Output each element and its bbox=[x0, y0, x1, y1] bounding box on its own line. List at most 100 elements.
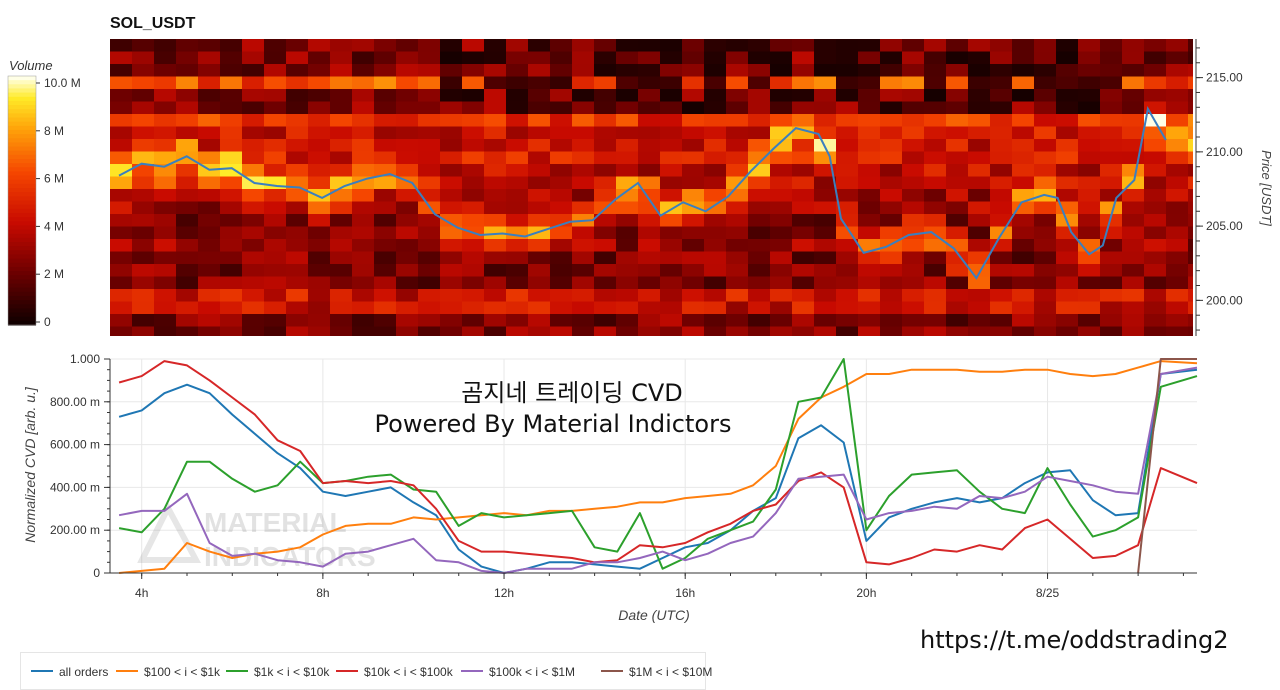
colorbar-step bbox=[8, 312, 36, 318]
heatmap-cell bbox=[198, 301, 220, 314]
heatmap-cell bbox=[902, 189, 924, 202]
heatmap-cell bbox=[242, 326, 264, 336]
heatmap-cell bbox=[352, 326, 374, 336]
heatmap-cell bbox=[594, 301, 616, 314]
heatmap-cell bbox=[704, 76, 726, 89]
heatmap-cell bbox=[1034, 39, 1056, 52]
heatmap-cell bbox=[484, 314, 506, 327]
heatmap-cell bbox=[550, 164, 572, 177]
colorbar-tick-label: 10.0 M bbox=[44, 76, 81, 90]
heatmap-cell bbox=[242, 101, 264, 114]
heatmap-cell bbox=[990, 251, 1012, 264]
heatmap-cell bbox=[484, 214, 506, 227]
heatmap-cell bbox=[264, 39, 286, 52]
heatmap-cell bbox=[946, 51, 968, 64]
heatmap-cell bbox=[374, 289, 396, 302]
telegram-link[interactable]: https://t.me/oddstrading2 bbox=[920, 626, 1229, 654]
heatmap-cell bbox=[1166, 151, 1188, 164]
heatmap-cell bbox=[616, 139, 638, 152]
colorbar-step bbox=[8, 117, 36, 123]
heatmap-cell bbox=[704, 51, 726, 64]
heatmap-cell bbox=[484, 139, 506, 152]
heatmap-cell bbox=[396, 89, 418, 102]
heatmap-cell bbox=[594, 139, 616, 152]
heatmap-cell bbox=[352, 51, 374, 64]
heatmap-cell bbox=[528, 301, 550, 314]
heatmap-cell bbox=[704, 151, 726, 164]
heatmap-cell bbox=[1012, 39, 1034, 52]
heatmap-cell bbox=[1034, 314, 1056, 327]
heatmap-cell bbox=[1100, 151, 1122, 164]
heatmap-cell bbox=[814, 276, 836, 289]
legend-item[interactable]: $10k < i < $100k bbox=[336, 665, 453, 679]
heatmap-cell bbox=[594, 226, 616, 239]
heatmap-cell bbox=[1056, 64, 1078, 77]
heatmap-cell bbox=[1166, 114, 1188, 127]
price-tick-label: 205.00 bbox=[1206, 219, 1243, 233]
colorbar-step bbox=[8, 262, 36, 268]
legend-label: all orders bbox=[59, 665, 109, 679]
heatmap-cell bbox=[660, 64, 682, 77]
legend-item[interactable]: all orders bbox=[31, 665, 108, 679]
heatmap-cell bbox=[726, 76, 748, 89]
colorbar-step bbox=[8, 175, 36, 181]
heatmap-cell bbox=[242, 164, 264, 177]
heatmap-cell bbox=[484, 76, 506, 89]
legend-item[interactable]: $100 < i < $1k bbox=[116, 665, 220, 679]
heatmap-cell bbox=[1100, 264, 1122, 277]
heatmap-cell bbox=[814, 239, 836, 252]
heatmap-cell bbox=[264, 126, 286, 139]
heatmap-cell bbox=[440, 64, 462, 77]
heatmap-cell bbox=[462, 264, 484, 277]
heatmap-cell bbox=[154, 201, 176, 214]
heatmap-cell bbox=[330, 189, 352, 202]
heatmap-cell bbox=[1144, 89, 1166, 102]
heatmap-cell bbox=[638, 326, 660, 336]
heatmap-cell bbox=[1100, 239, 1122, 252]
heatmap-cell bbox=[968, 189, 990, 202]
heatmap-cell bbox=[418, 239, 440, 252]
heatmap-cell bbox=[110, 64, 132, 77]
heatmap-cell bbox=[286, 176, 308, 189]
heatmap-cell bbox=[1122, 151, 1144, 164]
heatmap-cell bbox=[308, 264, 330, 277]
heatmap-cell bbox=[1122, 39, 1144, 52]
heatmap-cell bbox=[924, 64, 946, 77]
heatmap-cell bbox=[396, 214, 418, 227]
heatmap-cell bbox=[506, 289, 528, 302]
legend-item[interactable]: $1k < i < $10k bbox=[226, 665, 329, 679]
heatmap-cell bbox=[814, 39, 836, 52]
legend-item[interactable]: $1M < i < $10M bbox=[601, 665, 712, 679]
heatmap-cell bbox=[396, 326, 418, 336]
heatmap-cell bbox=[1034, 251, 1056, 264]
heatmap-cell bbox=[110, 89, 132, 102]
heatmap-cell bbox=[308, 251, 330, 264]
heatmap-cell bbox=[352, 301, 374, 314]
heatmap-cell bbox=[154, 126, 176, 139]
heatmap-cell bbox=[308, 51, 330, 64]
heatmap-cell bbox=[616, 101, 638, 114]
heatmap-cell bbox=[616, 251, 638, 264]
heatmap-cell bbox=[132, 251, 154, 264]
heatmap-cell bbox=[220, 76, 242, 89]
colorbar-step bbox=[8, 142, 36, 148]
heatmap-cell bbox=[924, 214, 946, 227]
heatmap-cell bbox=[352, 139, 374, 152]
heatmap-cell bbox=[682, 314, 704, 327]
legend-item[interactable]: $100k < i < $1M bbox=[461, 665, 575, 679]
heatmap-cell bbox=[682, 101, 704, 114]
heatmap-cell bbox=[1122, 64, 1144, 77]
heatmap-cell bbox=[308, 76, 330, 89]
heatmap-cell bbox=[792, 101, 814, 114]
heatmap-cell bbox=[286, 276, 308, 289]
heatmap-cell bbox=[726, 89, 748, 102]
heatmap-cell bbox=[220, 214, 242, 227]
heatmap-cell bbox=[594, 289, 616, 302]
heatmap-cell bbox=[660, 176, 682, 189]
heatmap-cell bbox=[264, 276, 286, 289]
heatmap-cell bbox=[484, 176, 506, 189]
heatmap-cell bbox=[462, 214, 484, 227]
heatmap-cell bbox=[396, 276, 418, 289]
colorbar-step bbox=[8, 300, 36, 305]
heatmap-cell bbox=[396, 64, 418, 77]
